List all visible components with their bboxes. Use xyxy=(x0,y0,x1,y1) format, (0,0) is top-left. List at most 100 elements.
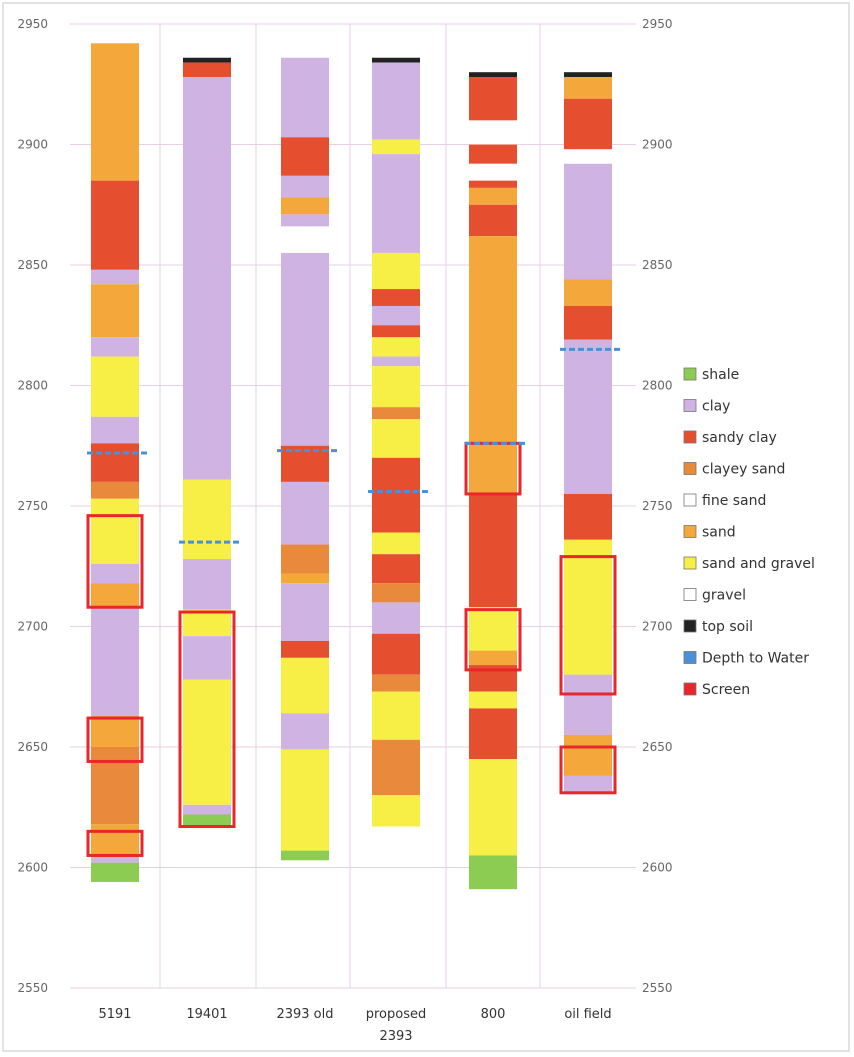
well-oil-field xyxy=(559,72,620,795)
y-tick-right-2800: 2800 xyxy=(642,379,673,393)
layer-sand-and-gravel-3-8 xyxy=(372,337,420,357)
category-label-proposed-2393-line1: proposed xyxy=(366,1007,427,1022)
layer-clay-2-2 xyxy=(281,175,329,198)
legend-swatch-top-soil xyxy=(683,619,697,633)
layer-sandy-clay-4-7 xyxy=(469,204,517,237)
layer-fine-sand-4-2 xyxy=(469,120,517,145)
y-tick-left-2650: 2650 xyxy=(17,740,48,754)
layer-clay-1-8 xyxy=(183,804,231,815)
layer-sand-and-gravel-4-15 xyxy=(469,759,517,856)
right-axis: 2550 2600 2650 2700 2750 2800 2850 2900 2950 xyxy=(642,17,673,995)
layer-sandy-clay-3-13 xyxy=(372,457,420,533)
layer-sandy-clay-3-7 xyxy=(372,325,420,338)
legend-swatch-clayey-sand xyxy=(683,462,697,475)
layer-clay-5-12 xyxy=(564,775,612,793)
y-tick-right-2850: 2850 xyxy=(642,258,673,272)
screen-1-0 xyxy=(178,610,236,829)
layer-sand-and-gravel-1-7 xyxy=(183,679,231,805)
y-tick-left-2800: 2800 xyxy=(17,379,48,393)
layer-clay-0-6 xyxy=(91,416,139,444)
legend-label-clay: clay xyxy=(702,399,730,415)
legend-swatch-shale xyxy=(683,367,697,381)
layer-clay-2-0 xyxy=(281,57,329,138)
layer-sand-0-11 xyxy=(91,583,139,608)
layer-sand-and-gravel-5-9 xyxy=(564,539,612,675)
layer-sand-and-gravel-3-20 xyxy=(372,691,420,740)
category-label-2393-old: 2393 old xyxy=(276,1007,333,1022)
layer-clay-2-4 xyxy=(281,214,329,227)
layer-clayey-sand-3-19 xyxy=(372,674,420,692)
layer-sand-and-gravel-0-9 xyxy=(91,498,139,564)
legend: shale clay sandy clay clayey sand fine sand s… xyxy=(683,367,815,698)
layer-sand-2-10 xyxy=(281,573,329,584)
y-tick-right-2700: 2700 xyxy=(642,620,673,634)
layer-clay-3-3 xyxy=(372,154,420,253)
layer-sandy-clay-3-18 xyxy=(372,633,420,675)
screen-4-1 xyxy=(464,608,522,672)
layer-sand-and-gravel-3-12 xyxy=(372,419,420,458)
layer-sand-and-gravel-2-15 xyxy=(281,749,329,851)
layer-sand-0-3 xyxy=(91,284,139,338)
layer-clayey-sand-0-8 xyxy=(91,481,139,499)
layer-sand-0-15 xyxy=(91,824,139,858)
y-tick-left-2550: 2550 xyxy=(17,981,48,995)
layer-sand-and-gravel-4-13 xyxy=(469,691,517,709)
layer-clay-1-4 xyxy=(183,559,231,610)
screen-0-1 xyxy=(86,716,144,763)
layer-sand-and-gravel-4-10 xyxy=(469,607,517,651)
layer-sandy-clay-2-1 xyxy=(281,137,329,176)
layer-sand-and-gravel-3-2 xyxy=(372,139,420,155)
well-columns xyxy=(86,43,620,890)
layer-sand-and-gravel-3-14 xyxy=(372,532,420,555)
well-19401 xyxy=(178,57,239,829)
layer-sandy-clay-1-1 xyxy=(183,62,231,78)
layer-sand-and-gravel-2-13 xyxy=(281,657,329,714)
legend-swatch-screen xyxy=(683,682,697,696)
layer-clayey-sand-0-14 xyxy=(91,747,139,825)
category-label-5191: 5191 xyxy=(98,1007,131,1022)
well-800 xyxy=(464,72,525,890)
well-proposed-2393 xyxy=(368,57,428,827)
well-5191 xyxy=(86,43,147,882)
layer-clay-0-16 xyxy=(91,857,139,863)
layer-top-soil-5-0 xyxy=(564,72,612,78)
layer-sand-4-6 xyxy=(469,187,517,205)
legend-swatch-sandy-clay xyxy=(683,430,697,444)
layer-clay-5-7 xyxy=(564,339,612,494)
gridlines xyxy=(70,23,636,989)
layer-sand-5-11 xyxy=(564,734,612,776)
layer-shale-1-9 xyxy=(183,814,231,827)
category-label-oil-field: oil field xyxy=(564,1007,611,1022)
layer-clay-5-4 xyxy=(564,163,612,280)
legend-swatch-sand xyxy=(683,525,697,538)
y-tick-right-2900: 2900 xyxy=(642,138,673,152)
layer-sand-2-3 xyxy=(281,197,329,215)
legend-label-sand: sand xyxy=(702,525,736,541)
layer-clay-0-10 xyxy=(91,563,139,584)
y-tick-right-2950: 2950 xyxy=(642,17,673,31)
y-tick-left-2600: 2600 xyxy=(17,861,48,875)
legend-label-clayey-sand: clayey sand xyxy=(702,462,785,478)
layer-clay-2-6 xyxy=(281,252,329,446)
layer-sandy-clay-4-9 xyxy=(469,493,517,608)
layer-clay-0-4 xyxy=(91,337,139,357)
layer-clayey-sand-3-11 xyxy=(372,407,420,420)
layer-clayey-sand-2-9 xyxy=(281,544,329,574)
legend-label-sandy-clay: sandy clay xyxy=(702,430,777,446)
layer-sandy-clay-4-1 xyxy=(469,77,517,121)
screen-5-0 xyxy=(559,555,617,696)
y-tick-left-2750: 2750 xyxy=(17,499,48,513)
layer-sand-and-gravel-1-5 xyxy=(183,609,231,637)
layer-clay-2-14 xyxy=(281,713,329,750)
left-axis: 2550 2600 2650 2700 2750 2800 2850 2900 2950 xyxy=(17,17,48,995)
y-tick-right-2550: 2550 xyxy=(642,981,673,995)
legend-swatch-fine-sand xyxy=(683,493,697,507)
layer-sand-5-5 xyxy=(564,279,612,306)
layer-sandy-clay-3-5 xyxy=(372,289,420,306)
layer-sand-0-13 xyxy=(91,715,139,747)
category-label-proposed-2393-line2: 2393 xyxy=(379,1029,412,1044)
layer-sandy-clay-0-1 xyxy=(91,180,139,270)
layer-sand-and-gravel-3-22 xyxy=(372,795,420,827)
layer-sandy-clay-4-5 xyxy=(469,180,517,188)
